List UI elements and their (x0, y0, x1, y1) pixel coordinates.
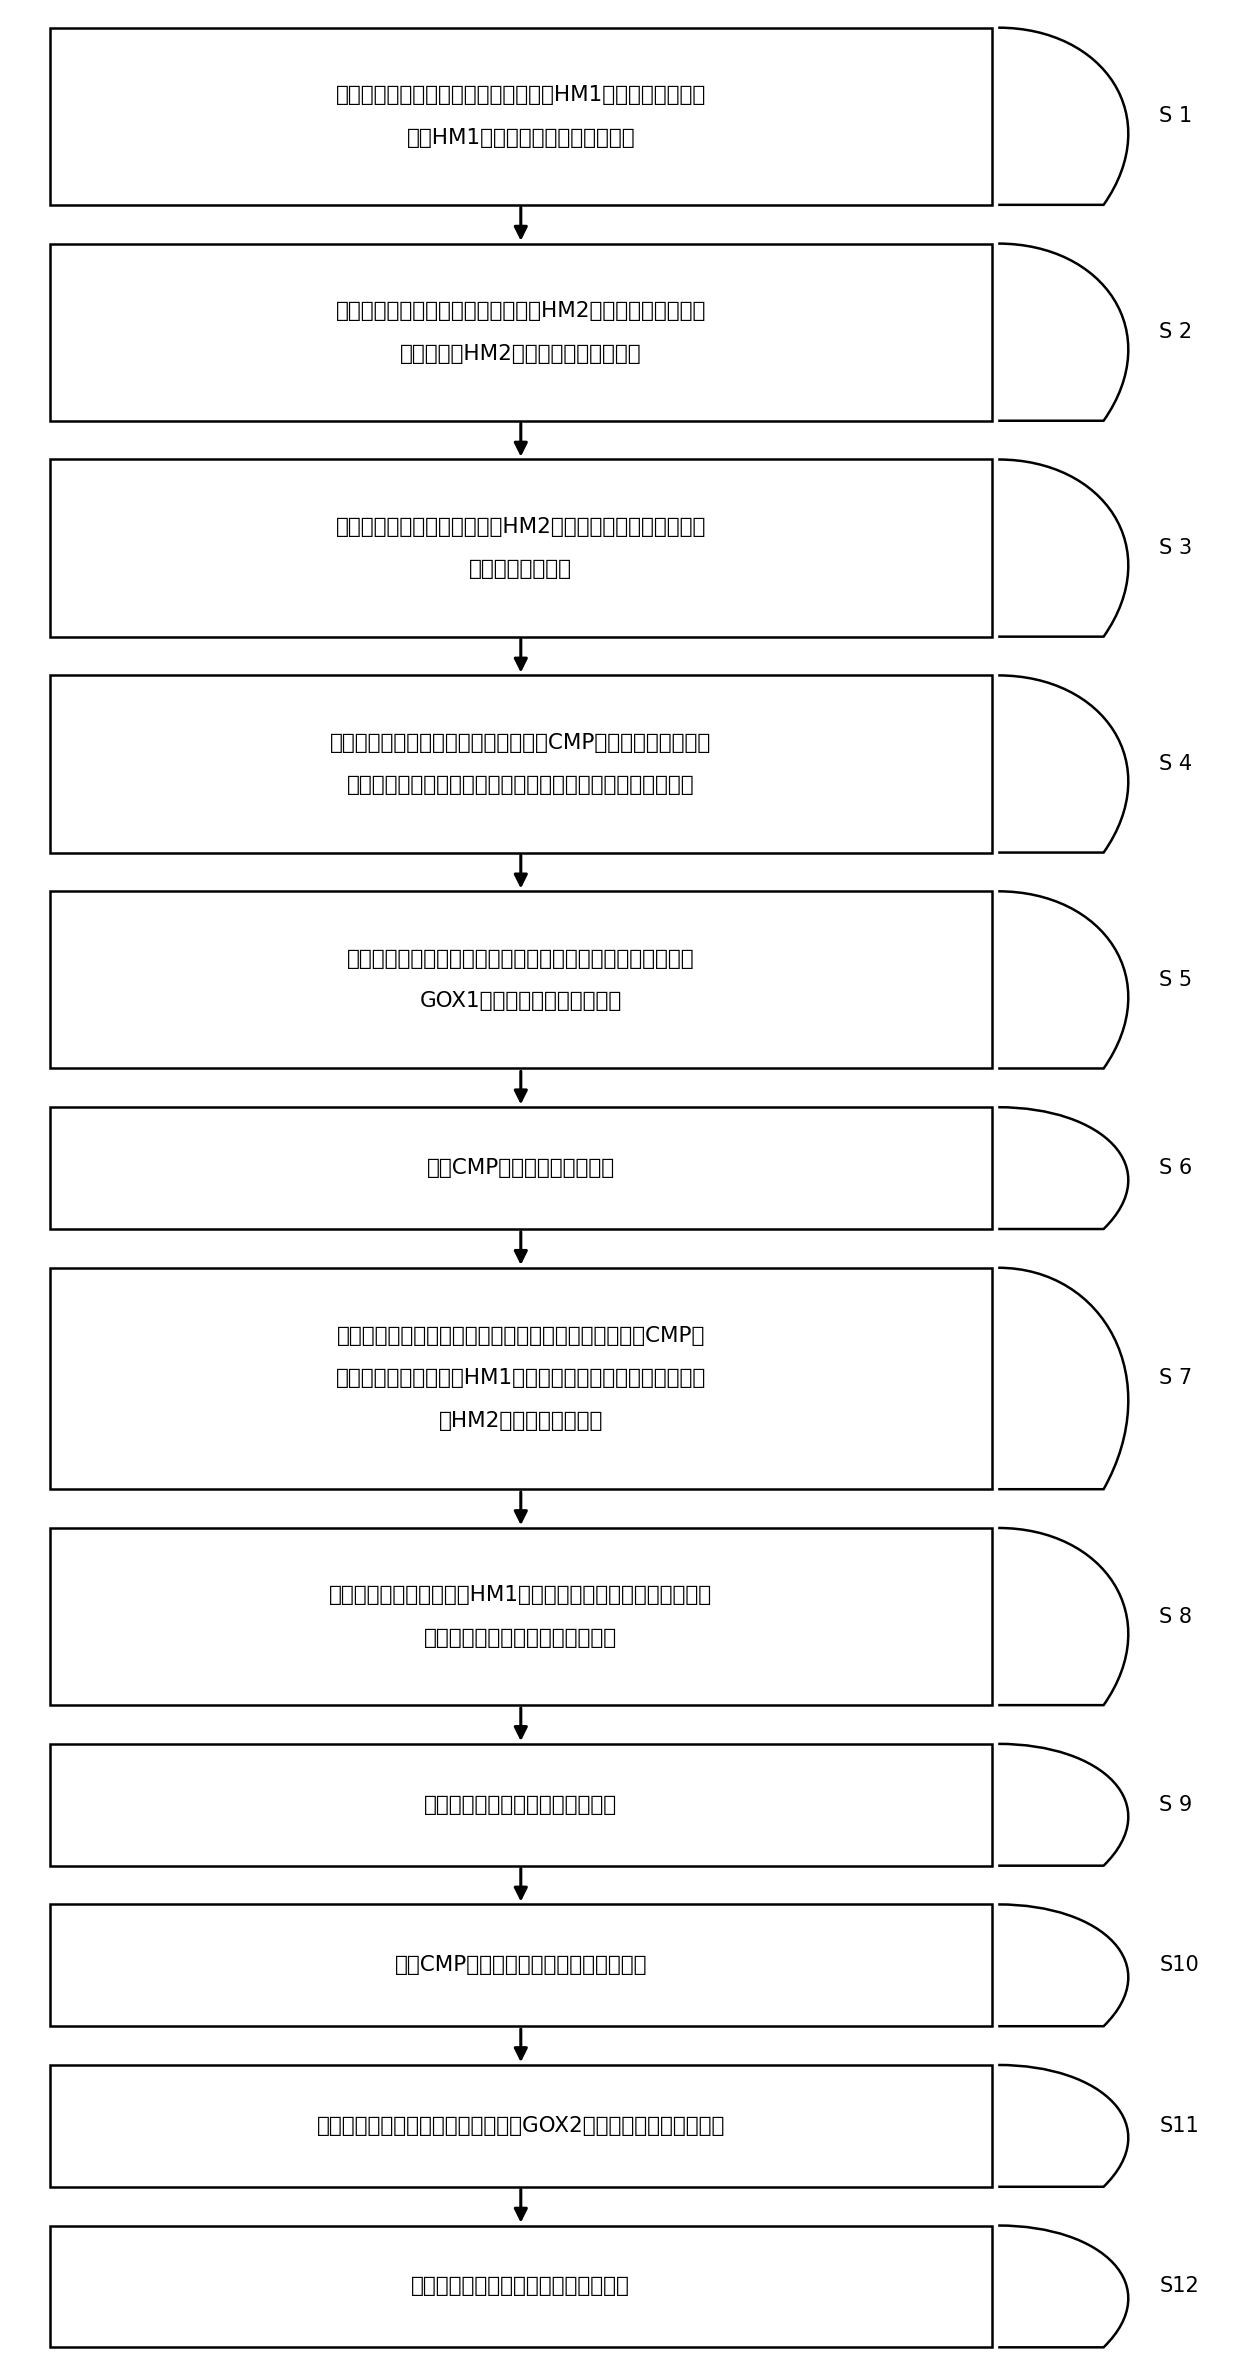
Text: S 7: S 7 (1159, 1368, 1193, 1389)
Text: S10: S10 (1159, 1955, 1199, 1976)
Text: 磨露出第一硬质掩膜（HM1）形成的芯轴顶部和第二硬质掩膜: 磨露出第一硬质掩膜（HM1）形成的芯轴顶部和第二硬质掩膜 (336, 1368, 706, 1389)
Text: 刻蚀去掉第一硬质掩膜（HM1）形成的芯轴，并继续刻蚀所述芯: 刻蚀去掉第一硬质掩膜（HM1）形成的芯轴，并继续刻蚀所述芯 (330, 1584, 712, 1606)
Text: 在所述晶圆的硅衬底沉积氧化硅，通过CMP研磨去除所述芯轴和: 在所述晶圆的硅衬底沉积氧化硅，通过CMP研磨去除所述芯轴和 (330, 732, 712, 753)
Text: 轴的硅衬底形成第二凹槽，形成鳍: 轴的硅衬底形成第二凹槽，形成鳍 (424, 1627, 618, 1648)
Bar (50, 1527, 992, 1705)
Bar (50, 891, 992, 1069)
Text: 通过CMP研磨和回刻形成第二隔离浅沟槽: 通过CMP研磨和回刻形成第二隔离浅沟槽 (394, 1955, 647, 1976)
Text: 刻蚀形成第一凹槽: 刻蚀形成第一凹槽 (469, 560, 573, 580)
Text: S 9: S 9 (1159, 1796, 1193, 1814)
Text: 通过CMP和回刻形成第一栅极: 通过CMP和回刻形成第一栅极 (427, 1159, 615, 1178)
Text: S 1: S 1 (1159, 107, 1193, 126)
Bar (50, 674, 992, 853)
Text: 在所述晶圆的硅衬底上沉积氧化硅牺牲层，然后，采用CMP研: 在所述晶圆的硅衬底上沉积氧化硅牺牲层，然后，采用CMP研 (336, 1325, 706, 1347)
Bar (50, 2225, 992, 2346)
Bar (50, 2064, 992, 2187)
Text: 在所述晶圆的硅衬底上沉积氧化硅: 在所述晶圆的硅衬底上沉积氧化硅 (424, 1796, 618, 1814)
Text: 膜（HM1）进行图形化，以形成芯轴: 膜（HM1）进行图形化，以形成芯轴 (407, 128, 635, 147)
Text: 在晶圆的硅衬底上沉积第一硬质掩膜（HM1），对第一硬质掩: 在晶圆的硅衬底上沉积第一硬质掩膜（HM1），对第一硬质掩 (336, 86, 706, 104)
Bar (50, 1743, 992, 1867)
Text: GOX1）后，沉积第一栅极材料: GOX1）后，沉积第一栅极材料 (419, 990, 622, 1012)
Text: 通过图形化第二栅极材料得到第二栅极: 通过图形化第二栅极材料得到第二栅极 (412, 2275, 630, 2297)
Text: 通过氧化工艺形成第二栅极氧化层（GOX2）后，沉积第二栅极材料: 通过氧化工艺形成第二栅极氧化层（GOX2）后，沉积第二栅极材料 (316, 2116, 725, 2135)
Text: 采用图形化后第二硬质掩膜（HM2）对所述晶圆的硅衬底进行: 采用图形化后第二硬质掩膜（HM2）对所述晶圆的硅衬底进行 (336, 518, 706, 537)
Text: 侧墙顶部的氧化硅，对所述第一凹槽回刻形成第一隔离浅沟槽: 侧墙顶部的氧化硅，对所述第一凹槽回刻形成第一隔离浅沟槽 (347, 774, 694, 796)
Text: 在所述晶圆表面沉积第二硬质掩膜（HM2），通过图形化第二: 在所述晶圆表面沉积第二硬质掩膜（HM2），通过图形化第二 (336, 302, 706, 321)
Text: 通过氧化工艺在第一隔离浅沟槽的侧壁形成第一栅极氧化层（: 通过氧化工艺在第一隔离浅沟槽的侧壁形成第一栅极氧化层（ (347, 948, 694, 969)
Bar (50, 28, 992, 204)
Bar (50, 1107, 992, 1228)
Text: S 4: S 4 (1159, 753, 1193, 774)
Bar (50, 1268, 992, 1489)
Text: S 5: S 5 (1159, 969, 1193, 990)
Text: S 6: S 6 (1159, 1159, 1193, 1178)
Text: S12: S12 (1159, 2275, 1199, 2297)
Text: S 2: S 2 (1159, 323, 1193, 342)
Bar (50, 458, 992, 636)
Text: S 3: S 3 (1159, 539, 1193, 558)
Text: （HM2）形成的侧墙顶部: （HM2）形成的侧墙顶部 (439, 1411, 603, 1432)
Text: 硬质掩膜（HM2）形成所述芯轴的侧墙: 硬质掩膜（HM2）形成所述芯轴的侧墙 (401, 344, 641, 363)
Bar (50, 1905, 992, 2026)
Bar (50, 245, 992, 420)
Text: S 8: S 8 (1159, 1606, 1193, 1627)
Text: S11: S11 (1159, 2116, 1199, 2135)
